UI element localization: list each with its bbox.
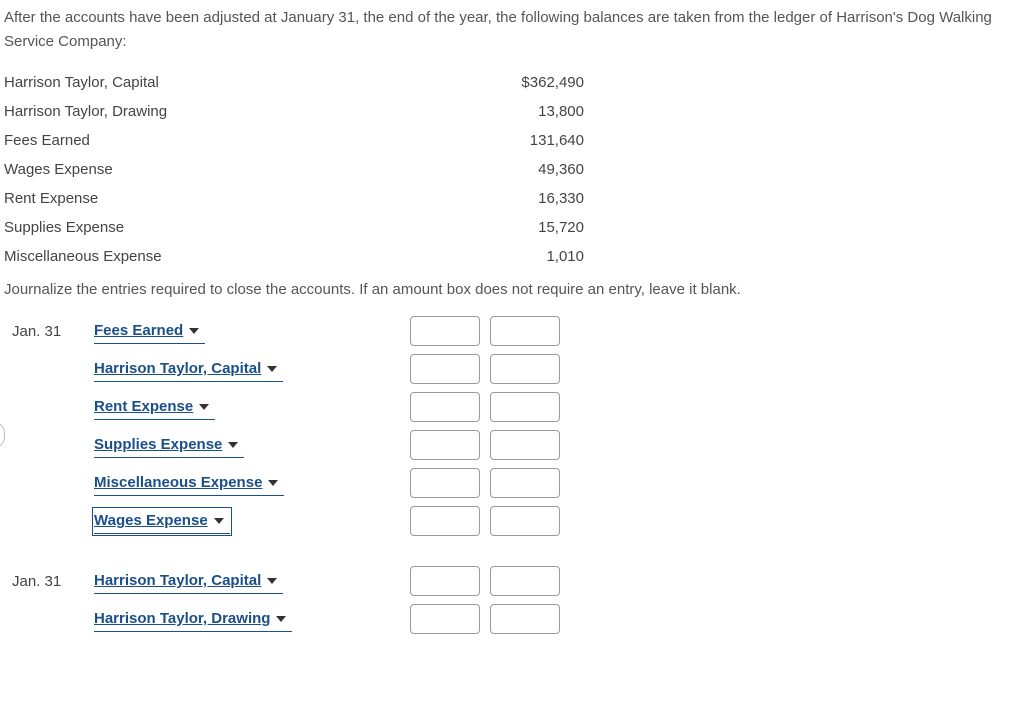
debit-input[interactable] — [410, 354, 480, 384]
intro-text: After the accounts have been adjusted at… — [4, 6, 1028, 54]
account-dropdown[interactable]: Harrison Taylor, Drawing — [94, 607, 292, 632]
chevron-down-icon — [214, 518, 230, 524]
account-dropdown-label: Supplies Expense — [94, 436, 228, 453]
journal-row: Harrison Taylor, Capital — [12, 350, 1028, 388]
ledger-row: Harrison Taylor, Capital$362,490 — [4, 68, 584, 97]
ledger-label: Miscellaneous Expense — [4, 242, 434, 271]
credit-input[interactable] — [490, 316, 560, 346]
ledger-value: 49,360 — [434, 155, 584, 184]
debit-input[interactable] — [410, 392, 480, 422]
journal-area: Jan. 31Fees EarnedHarrison Taylor, Capit… — [4, 312, 1028, 638]
amount-cells — [410, 392, 560, 422]
credit-input[interactable] — [490, 430, 560, 460]
journal-row: Wages Expense — [12, 502, 1028, 540]
ledger-value: 131,640 — [434, 126, 584, 155]
instruction-text: Journalize the entries required to close… — [4, 281, 1028, 298]
amount-cells — [410, 354, 560, 384]
chevron-down-icon — [267, 366, 283, 372]
ledger-row: Wages Expense49,360 — [4, 155, 584, 184]
journal-row: Harrison Taylor, Drawing — [12, 600, 1028, 638]
ledger-label: Harrison Taylor, Drawing — [4, 97, 434, 126]
ledger-row: Miscellaneous Expense1,010 — [4, 242, 584, 271]
ledger-row: Supplies Expense15,720 — [4, 213, 584, 242]
journal-account-cell: Fees Earned — [94, 319, 410, 344]
ledger-value: 16,330 — [434, 184, 584, 213]
journal-account-cell: Supplies Expense — [94, 433, 410, 458]
credit-input[interactable] — [490, 566, 560, 596]
journal-row: Jan. 31Harrison Taylor, Capital — [12, 562, 1028, 600]
amount-cells — [410, 430, 560, 460]
debit-input[interactable] — [410, 566, 480, 596]
journal-date: Jan. 31 — [12, 573, 94, 590]
ledger-table: Harrison Taylor, Capital$362,490Harrison… — [4, 68, 584, 271]
ledger-row: Fees Earned131,640 — [4, 126, 584, 155]
journal-account-cell: Harrison Taylor, Drawing — [94, 607, 410, 632]
ledger-label: Supplies Expense — [4, 213, 434, 242]
ledger-row: Harrison Taylor, Drawing13,800 — [4, 97, 584, 126]
chevron-down-icon — [268, 480, 284, 486]
ledger-label: Fees Earned — [4, 126, 434, 155]
credit-input[interactable] — [490, 506, 560, 536]
ledger-label: Rent Expense — [4, 184, 434, 213]
journal-row: Jan. 31Fees Earned — [12, 312, 1028, 350]
debit-input[interactable] — [410, 468, 480, 498]
account-dropdown[interactable]: Miscellaneous Expense — [94, 471, 284, 496]
account-dropdown-label: Harrison Taylor, Capital — [94, 360, 267, 377]
journal-row: Rent Expense — [12, 388, 1028, 426]
credit-input[interactable] — [490, 392, 560, 422]
account-dropdown-label: Fees Earned — [94, 322, 189, 339]
debit-input[interactable] — [410, 506, 480, 536]
journal-account-cell: Harrison Taylor, Capital — [94, 569, 410, 594]
journal-account-cell: Wages Expense — [94, 509, 410, 534]
journal-row: Miscellaneous Expense — [12, 464, 1028, 502]
debit-input[interactable] — [410, 604, 480, 634]
ledger-value: $362,490 — [434, 68, 584, 97]
chevron-down-icon — [267, 578, 283, 584]
amount-cells — [410, 468, 560, 498]
chevron-down-icon — [276, 616, 292, 622]
account-dropdown-label: Harrison Taylor, Drawing — [94, 610, 276, 627]
ledger-label: Wages Expense — [4, 155, 434, 184]
group-spacer — [12, 540, 1028, 562]
ledger-label: Harrison Taylor, Capital — [4, 68, 434, 97]
ledger-value: 15,720 — [434, 213, 584, 242]
journal-account-cell: Miscellaneous Expense — [94, 471, 410, 496]
account-dropdown[interactable]: Fees Earned — [94, 319, 205, 344]
chevron-down-icon — [189, 328, 205, 334]
amount-cells — [410, 604, 560, 634]
account-dropdown-label: Rent Expense — [94, 398, 199, 415]
account-dropdown-label: Miscellaneous Expense — [94, 474, 268, 491]
page: After the accounts have been adjusted at… — [0, 0, 1032, 658]
account-dropdown[interactable]: Wages Expense — [94, 509, 230, 534]
journal-account-cell: Rent Expense — [94, 395, 410, 420]
journal-date: Jan. 31 — [12, 323, 94, 340]
chevron-down-icon — [199, 404, 215, 410]
ledger-value: 1,010 — [434, 242, 584, 271]
journal-row: Supplies Expense — [12, 426, 1028, 464]
amount-cells — [410, 316, 560, 346]
account-dropdown[interactable]: Harrison Taylor, Capital — [94, 357, 283, 382]
amount-cells — [410, 506, 560, 536]
credit-input[interactable] — [490, 354, 560, 384]
account-dropdown[interactable]: Supplies Expense — [94, 433, 244, 458]
account-dropdown-label: Harrison Taylor, Capital — [94, 572, 267, 589]
account-dropdown[interactable]: Harrison Taylor, Capital — [94, 569, 283, 594]
account-dropdown-label: Wages Expense — [94, 512, 214, 529]
chevron-down-icon — [228, 442, 244, 448]
debit-input[interactable] — [410, 316, 480, 346]
journal-account-cell: Harrison Taylor, Capital — [94, 357, 410, 382]
ledger-value: 13,800 — [434, 97, 584, 126]
debit-input[interactable] — [410, 430, 480, 460]
account-dropdown[interactable]: Rent Expense — [94, 395, 215, 420]
credit-input[interactable] — [490, 468, 560, 498]
amount-cells — [410, 566, 560, 596]
credit-input[interactable] — [490, 604, 560, 634]
ledger-row: Rent Expense16,330 — [4, 184, 584, 213]
